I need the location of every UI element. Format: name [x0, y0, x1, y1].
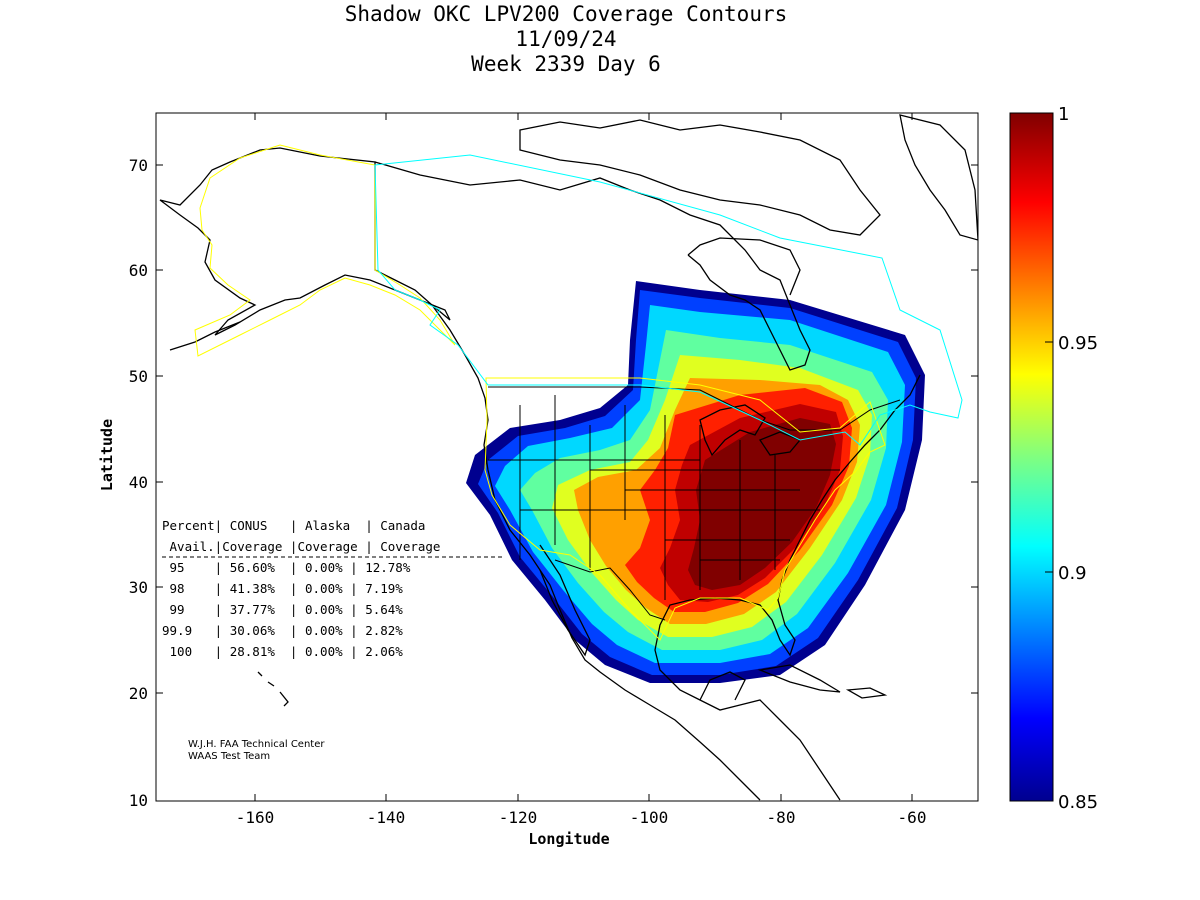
y-tick-label: 50 [129, 367, 148, 386]
us-mexico-border [554, 559, 666, 621]
canada-boundary [374, 154, 963, 446]
gulf-yucatan [699, 671, 746, 701]
state-grid [488, 395, 840, 600]
chart-title-week: Week 2339 Day 6 [471, 52, 661, 76]
coverage-contours [466, 281, 925, 683]
y-tick-label: 20 [129, 684, 148, 703]
table-row: 100 | 28.81% | 0.00% | 2.06% [162, 644, 403, 659]
colorbar [1009, 112, 1054, 802]
east-coast [654, 374, 921, 801]
plot-frame [155, 112, 979, 802]
arctic-islands [519, 119, 881, 236]
table-row: 95 | 56.60% | 0.00% | 12.78% [162, 560, 411, 575]
y-tick-label: 30 [129, 578, 148, 597]
colorbar-tick-label: 1 [1058, 104, 1069, 125]
chart-title-line1: Shadow OKC LPV200 Coverage Contours [344, 2, 788, 26]
hawaii [257, 671, 289, 707]
table-header-1: Percent| CONUS | Alaska | Canada [162, 518, 425, 533]
table-header-2: Avail.|Coverage |Coverage | Coverage [162, 539, 440, 554]
y-tick-label: 60 [129, 261, 148, 280]
alaska-boundary [194, 144, 456, 357]
table-row: 98 | 41.38% | 0.00% | 7.19% [162, 581, 403, 596]
yellow-boundaries [194, 144, 886, 641]
x-tick-label: -120 [499, 808, 538, 827]
x-axis-label: Longitude [528, 830, 609, 848]
x-tick-label: -100 [630, 808, 669, 827]
colorbar-tick-label: 0.9 [1058, 563, 1087, 584]
y-tick-label: 70 [129, 156, 148, 175]
colorbar-tick-label: 0.95 [1058, 333, 1098, 354]
credit-line-1: W.J.H. FAA Technical Center [188, 739, 325, 750]
conus-boundary [484, 377, 886, 641]
coastlines [159, 114, 978, 801]
contour-1.00 [688, 418, 836, 590]
x-tick-label: -140 [367, 808, 406, 827]
north-america-west-coast [431, 304, 761, 801]
tick-marks [156, 113, 978, 801]
baja-california [539, 544, 591, 657]
x-tick-label: -80 [767, 808, 796, 827]
canada-arctic-coast [374, 161, 811, 371]
x-tick-label: -60 [898, 808, 927, 827]
y-tick-label: 10 [129, 791, 148, 810]
table-row: 99 | 37.77% | 0.00% | 5.64% [162, 602, 403, 617]
coverage-table: Percent| CONUS | Alaska | Canada Avail.|… [162, 518, 502, 659]
cuba [757, 664, 841, 693]
aleutian-islands [169, 321, 241, 351]
alaska-coast [159, 147, 451, 336]
greenland [899, 114, 978, 241]
x-tick-label: -160 [236, 808, 275, 827]
chart-title-date: 11/09/24 [515, 27, 617, 51]
hudson-bay [687, 237, 801, 296]
y-tick-label: 40 [129, 473, 148, 492]
colorbar-tick-label: 0.85 [1058, 792, 1098, 813]
hispaniola [845, 687, 888, 699]
y-axis-label: Latitude [98, 419, 116, 491]
credit-line-2: WAAS Test Team [188, 751, 270, 762]
colorbar-ticks [1045, 341, 1053, 573]
table-row: 99.9 | 30.06% | 0.00% | 2.82% [162, 623, 403, 638]
